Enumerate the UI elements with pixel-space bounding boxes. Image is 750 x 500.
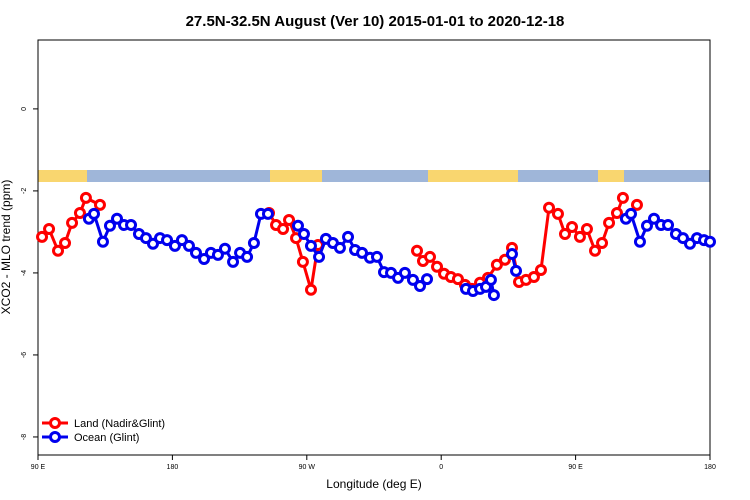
point xyxy=(52,244,65,257)
x-tick-label: 90 E xyxy=(568,464,583,471)
x-tick-label: 90 E xyxy=(31,464,46,471)
point xyxy=(88,207,100,220)
point xyxy=(630,198,643,211)
point xyxy=(211,248,224,261)
land-ocean-strip xyxy=(38,170,710,182)
point xyxy=(227,255,240,268)
point xyxy=(543,201,556,214)
point xyxy=(79,191,92,204)
x-tick-label: 90 W xyxy=(299,464,316,471)
point xyxy=(431,260,444,273)
y-tick-label: -2 xyxy=(21,188,28,194)
x-tick-label: 180 xyxy=(167,464,179,471)
point xyxy=(487,289,500,302)
point xyxy=(421,273,434,286)
point xyxy=(640,219,653,232)
series xyxy=(36,191,643,296)
point xyxy=(490,258,503,271)
point xyxy=(589,244,602,257)
point xyxy=(573,230,586,243)
point xyxy=(527,271,540,284)
point xyxy=(59,236,72,249)
point xyxy=(96,235,109,248)
point xyxy=(218,242,231,255)
point xyxy=(291,219,304,232)
point xyxy=(580,223,593,236)
point xyxy=(125,218,138,231)
x-axis-label: Longitude (deg E) xyxy=(326,477,421,491)
point xyxy=(616,191,629,204)
point xyxy=(596,236,609,249)
point xyxy=(73,207,86,220)
y-tick-label: -8 xyxy=(21,434,28,440)
point xyxy=(411,244,424,257)
point xyxy=(633,235,646,248)
point xyxy=(510,264,523,277)
y-tick-label: -6 xyxy=(21,352,28,358)
point xyxy=(304,283,317,296)
point xyxy=(66,216,79,229)
legend-label: Ocean (Glint) xyxy=(74,432,139,444)
point xyxy=(110,212,123,225)
point xyxy=(189,246,202,259)
point xyxy=(558,227,571,240)
chart-title: 27.5N-32.5N August (Ver 10) 2015-01-01 t… xyxy=(186,13,565,30)
point xyxy=(198,252,211,265)
point xyxy=(36,230,49,243)
point xyxy=(297,227,310,240)
point xyxy=(406,273,419,286)
legend-marker xyxy=(49,417,61,429)
point xyxy=(103,219,116,232)
series xyxy=(82,207,716,302)
point xyxy=(304,239,317,252)
point xyxy=(704,235,716,248)
point xyxy=(161,234,174,247)
legend: Land (Nadir&Glint) Ocean (Glint) xyxy=(42,417,165,444)
x-tick-label: 0 xyxy=(439,464,443,471)
point xyxy=(625,207,638,220)
point xyxy=(424,250,436,263)
point xyxy=(398,266,411,279)
point xyxy=(182,239,195,252)
point xyxy=(283,214,296,227)
point xyxy=(43,223,56,236)
point xyxy=(505,248,518,261)
point xyxy=(261,207,274,220)
y-axis-label: XCO2 - MLO trend (ppm) xyxy=(0,180,13,315)
point xyxy=(241,250,254,263)
point xyxy=(370,250,383,263)
point xyxy=(534,264,547,277)
point xyxy=(342,230,355,243)
x-tick-label: 180 xyxy=(704,464,716,471)
point xyxy=(333,241,346,254)
point xyxy=(610,207,623,220)
point xyxy=(93,198,106,211)
point xyxy=(413,280,426,293)
plot-frame xyxy=(37,39,711,456)
y-tick-label: 0 xyxy=(21,107,28,111)
point xyxy=(648,212,660,225)
point xyxy=(484,273,497,286)
point xyxy=(603,216,616,229)
legend-label: Land (Nadir&Glint) xyxy=(74,418,165,430)
point xyxy=(551,207,564,220)
point xyxy=(313,250,326,263)
point xyxy=(247,236,260,249)
legend-marker xyxy=(49,431,61,443)
point xyxy=(662,218,675,231)
y-tick-label: -4 xyxy=(21,270,28,276)
point xyxy=(566,220,579,233)
point xyxy=(296,255,309,268)
point xyxy=(277,223,290,236)
